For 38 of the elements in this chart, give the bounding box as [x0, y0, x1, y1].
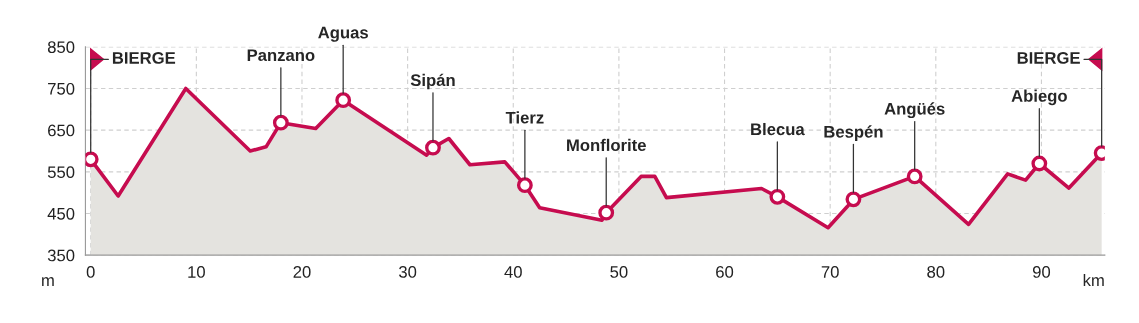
x-tick-label: 80	[927, 266, 945, 278]
point	[425, 139, 441, 156]
point	[598, 204, 615, 221]
x-tick-label: 70	[821, 266, 839, 278]
y-tick-label: 750	[48, 82, 75, 95]
x-axis-title: km	[1083, 273, 1104, 286]
x-tick-label: 40	[504, 266, 522, 278]
point	[845, 191, 862, 208]
x-tick-label: 90	[1032, 266, 1051, 278]
x-tick-label: 10	[188, 266, 205, 278]
point	[1031, 155, 1048, 172]
annotation: BIERGE	[112, 52, 176, 64]
annotation: Tierz	[505, 111, 544, 124]
x-tick-label: 0	[86, 266, 95, 278]
annotation: Bespén	[824, 125, 883, 141]
y-tick-label: 850	[47, 41, 75, 54]
annotation: BIERGE	[1017, 52, 1080, 64]
annotation: Monflorite	[567, 138, 646, 152]
y-tick-label: 450	[47, 207, 75, 220]
point	[769, 188, 786, 205]
x-tick-label: 20	[293, 266, 311, 278]
annotation: Abiego	[1011, 89, 1067, 106]
annotation: Sipán	[410, 73, 455, 90]
annotation: Angüés	[884, 102, 945, 119]
annotation: Panzano	[247, 49, 315, 62]
x-tick-label: 30	[398, 266, 417, 278]
point	[335, 92, 352, 109]
x-tick-label: 60	[716, 266, 734, 278]
y-tick-label: 550	[47, 166, 75, 179]
y-tick-label: 350	[47, 249, 75, 262]
y-tick-label: 650	[48, 124, 75, 137]
point	[272, 114, 289, 131]
point	[906, 168, 923, 185]
point	[516, 177, 533, 194]
annotation: Blecua	[751, 122, 805, 136]
annotation: Aguas	[318, 26, 368, 42]
x-tick-label: 50	[610, 266, 628, 278]
y-axis-title: m	[42, 277, 54, 286]
